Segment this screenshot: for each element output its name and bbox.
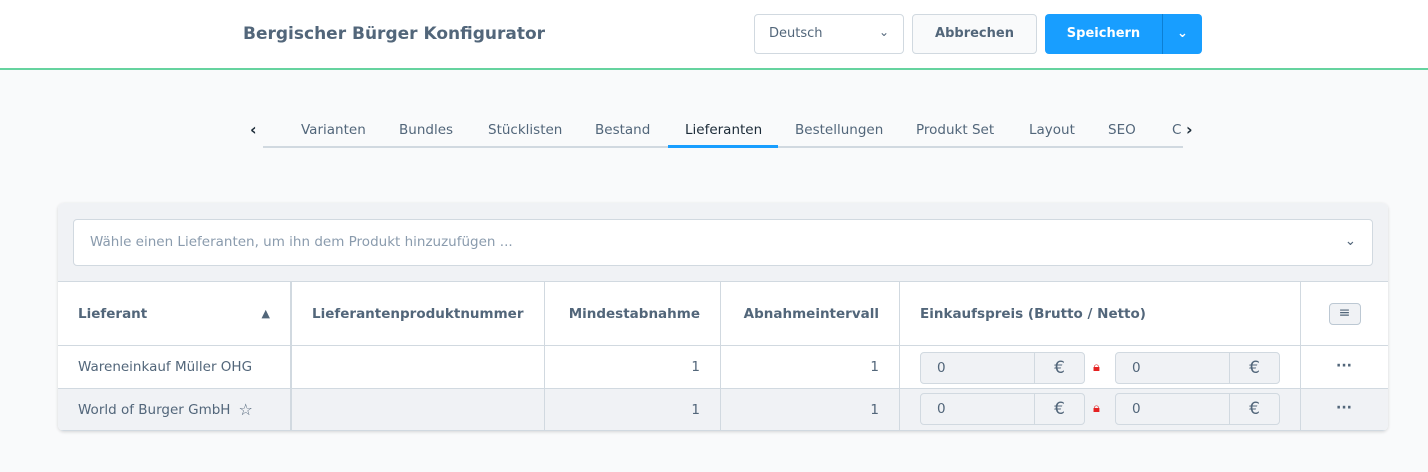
language-select[interactable]: Deutsch ⌄: [754, 14, 904, 54]
card-toolbar: Wähle einen Lieferanten, um ihn dem Prod…: [58, 203, 1388, 282]
table-row-2-min: 1: [545, 389, 721, 431]
tab-produkt-set[interactable]: Produkt Set: [916, 122, 995, 138]
column-header-price[interactable]: Einkaufspreis (Brutto / Netto): [900, 282, 1301, 346]
table-row-1-interval: 1: [721, 346, 900, 389]
tab-stuecklisten[interactable]: Stücklisten: [488, 122, 563, 138]
row-actions-icon[interactable]: ···: [1336, 358, 1352, 374]
table-row-2-number: [292, 389, 545, 431]
tab-bestand[interactable]: Bestand: [595, 122, 651, 138]
star-icon[interactable]: ☆: [238, 400, 253, 419]
table-row-1-actions-cell: [1301, 346, 1388, 389]
tab-seo[interactable]: SEO: [1108, 122, 1136, 138]
gross-price-input[interactable]: 0 €: [920, 352, 1085, 384]
table-row-1-price: [900, 346, 1301, 389]
table-row-2-interval: 1: [721, 389, 900, 431]
column-header-number[interactable]: Lieferantenproduktnummer: [292, 282, 545, 346]
column-settings-cell: ≡: [1301, 282, 1388, 346]
net-price-input[interactable]: 0 €: [1115, 393, 1280, 425]
sort-ascending-icon[interactable]: ▲: [261, 307, 270, 320]
euro-icon: €: [1034, 394, 1084, 424]
column-header-lieferant[interactable]: Lieferant ▲: [58, 282, 292, 346]
tab-layout[interactable]: Layout: [1029, 122, 1075, 138]
supplier-card: Wähle einen Lieferanten, um ihn dem Prod…: [58, 203, 1388, 431]
table-row-1-min: 1: [545, 346, 721, 389]
table-row-1-number: [292, 346, 545, 389]
gross-price-input[interactable]: 0 €: [920, 393, 1085, 425]
row-actions-icon[interactable]: ···: [1336, 400, 1352, 416]
lock-icon[interactable]: 🔒︎: [1093, 360, 1100, 375]
page-title: Bergischer Bürger Konfigurator: [243, 24, 546, 44]
net-price-input[interactable]: 0 €: [1115, 352, 1280, 384]
app-header: Bergischer Bürger Konfigurator Deutsch ⌄ …: [0, 0, 1428, 70]
save-options-chevron-icon[interactable]: ⌄: [1162, 14, 1202, 54]
tabs-scroll-left-icon[interactable]: ‹: [250, 120, 257, 139]
table-row-1-supplier: Wareneinkauf Müller OHG: [58, 346, 292, 389]
chevron-down-icon: ⌄: [878, 25, 889, 39]
column-header-interval[interactable]: Abnahmeintervall: [721, 282, 900, 346]
tab-more[interactable]: C: [1172, 122, 1182, 138]
euro-icon: €: [1229, 353, 1279, 383]
active-tab-indicator: [668, 145, 778, 148]
lock-icon[interactable]: 🔒︎: [1093, 401, 1100, 416]
save-button[interactable]: Speichern: [1066, 26, 1141, 41]
euro-icon: €: [1034, 353, 1084, 383]
tab-bar: Varianten Bundles Stücklisten Bestand Li…: [263, 112, 1183, 148]
table-row-2-actions-cell: [1301, 389, 1388, 431]
table-row-2-supplier: World of Burger GmbH ☆: [58, 389, 292, 431]
tab-varianten[interactable]: Varianten: [301, 122, 366, 138]
save-button-group: Speichern ⌄: [1045, 14, 1202, 54]
tabs-scroll-right-icon[interactable]: ›: [1186, 120, 1193, 139]
column-header-min[interactable]: Mindestabnahme: [545, 282, 721, 346]
tab-lieferanten[interactable]: Lieferanten: [685, 122, 763, 138]
cancel-button[interactable]: Abbrechen: [912, 14, 1037, 54]
column-settings-button[interactable]: ≡: [1328, 302, 1361, 325]
chevron-down-icon: ⌄: [1344, 233, 1356, 249]
tab-bundles[interactable]: Bundles: [399, 122, 454, 138]
euro-icon: €: [1229, 394, 1279, 424]
supplier-search-select[interactable]: Wähle einen Lieferanten, um ihn dem Prod…: [73, 219, 1373, 266]
table-row-2-price: [900, 389, 1301, 431]
tab-bestellungen[interactable]: Bestellungen: [795, 122, 884, 138]
